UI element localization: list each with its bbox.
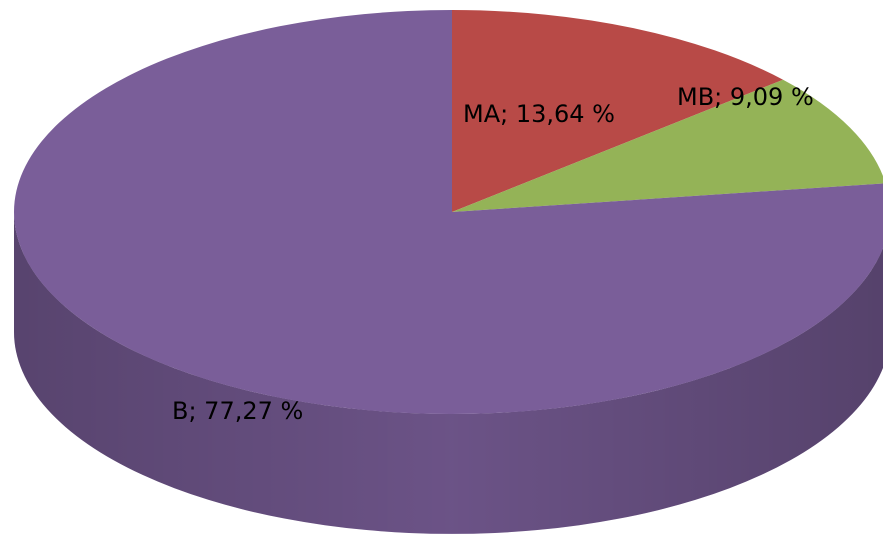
data-label: B; 77,27 %	[172, 397, 303, 425]
pie-slice	[452, 79, 883, 212]
data-label: MB; 9,09 %	[677, 83, 814, 111]
pie-slice	[452, 10, 784, 212]
pie-slice	[14, 10, 883, 414]
pie-side-shade	[14, 212, 883, 534]
data-label: MA; 13,64 %	[463, 100, 615, 128]
